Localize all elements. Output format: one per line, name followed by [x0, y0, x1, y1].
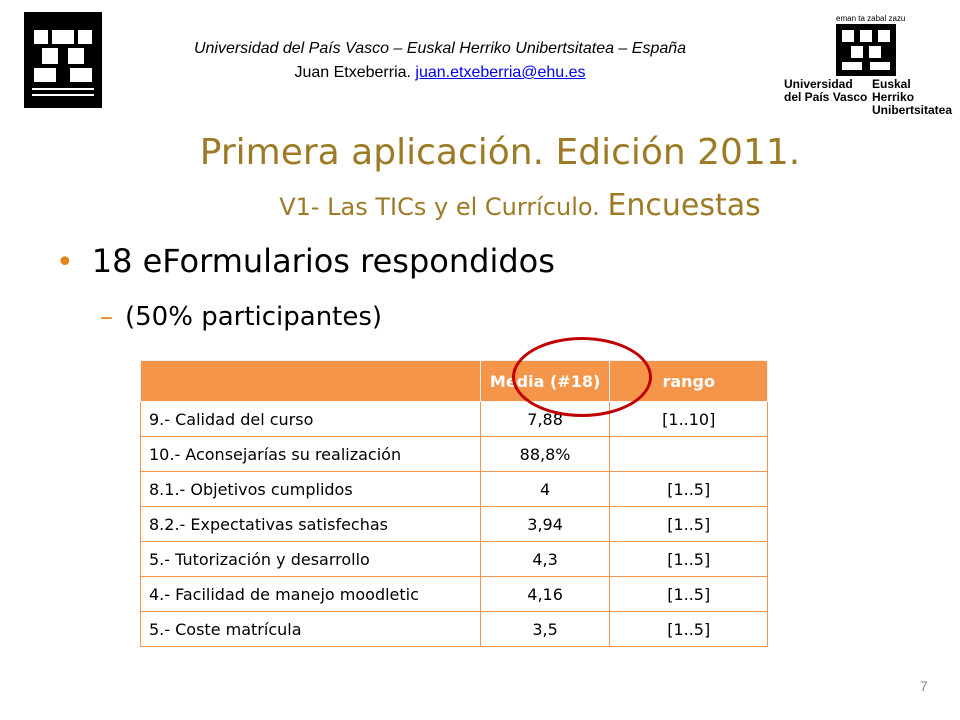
table-cell-range: [1..10]	[609, 401, 768, 437]
table-header-item	[140, 360, 481, 402]
slide-subtitle-emphasis: Encuestas	[607, 188, 761, 223]
bullet-level1: • 18 eFormularios respondidos	[56, 242, 555, 280]
upv-ehu-logo-right: eman ta zabal zazu Universidad del País …	[780, 14, 952, 117]
slide-subtitle-main: V1- Las TICs y el Currículo.	[279, 193, 608, 221]
logo-name-eu: Euskal Herriko Unibertsitatea	[872, 78, 952, 117]
table-row: 8.1.- Objetivos cumplidos 4 [1..5]	[140, 471, 768, 507]
bullet-dash-icon: –	[100, 302, 113, 332]
table-header-row: Media (#18) rango	[140, 360, 768, 402]
table-row: 10.- Aconsejarías su realización 88,8%	[140, 436, 768, 472]
table-row: 5.- Tutorización y desarrollo 4,3 [1..5]	[140, 541, 768, 577]
page-number: 7	[920, 678, 928, 694]
table-row: 5.- Coste matrícula 3,5 [1..5]	[140, 611, 768, 647]
table-cell-item: 5.- Coste matrícula	[140, 611, 481, 647]
table-row: 9.- Calidad del curso 7,88 [1..10]	[140, 401, 768, 437]
logo-name-es-line1: Universidad	[784, 77, 853, 91]
table-cell-range: [1..5]	[609, 506, 768, 542]
table-cell-range: [1..5]	[609, 471, 768, 507]
table-cell-mean: 4	[479, 471, 611, 507]
table-cell-mean: 88,8%	[479, 436, 611, 472]
table-cell-range: [1..5]	[609, 541, 768, 577]
table-cell-range: [1..5]	[609, 611, 768, 647]
slide-subtitle: V1- Las TICs y el Currículo. Encuestas	[40, 188, 960, 223]
ehu-emblem-icon	[836, 24, 896, 76]
table-row: 8.2.- Expectativas satisfechas 3,94 [1..…	[140, 506, 768, 542]
header-author-sep: .	[406, 64, 411, 81]
bullet-dot-icon: •	[56, 245, 74, 280]
logo-name-eu-line2: Unibertsitatea	[872, 103, 953, 117]
logo-name-es-line2: del País Vasco	[784, 90, 868, 104]
table-cell-mean: 4,3	[479, 541, 611, 577]
logo-name-es: Universidad del País Vasco	[784, 78, 867, 104]
bullet-level1-text: 18 eFormularios respondidos	[91, 242, 555, 280]
table-row: 4.- Facilidad de manejo moodletic 4,16 […	[140, 576, 768, 612]
upv-ehu-logo-left	[24, 12, 102, 108]
logo-tagline: eman ta zabal zazu	[836, 14, 906, 23]
header-email-link[interactable]: juan.etxeberria@ehu.es	[415, 64, 586, 81]
table-cell-item: 8.2.- Expectativas satisfechas	[140, 506, 481, 542]
header-author: Juan Etxeberria	[294, 64, 407, 81]
bullet-level2-text: (50% participantes)	[125, 302, 383, 332]
table-cell-mean: 4,16	[479, 576, 611, 612]
table-cell-range	[609, 436, 768, 472]
slide-title: Primera aplicación. Edición 2011.	[199, 132, 801, 173]
survey-results-table: Media (#18) rango 9.- Calidad del curso …	[140, 360, 768, 647]
table-cell-item: 8.1.- Objetivos cumplidos	[140, 471, 481, 507]
table-cell-item: 10.- Aconsejarías su realización	[140, 436, 481, 472]
table-cell-item: 4.- Facilidad de manejo moodletic	[140, 576, 481, 612]
table-cell-mean: 3,5	[479, 611, 611, 647]
bullet-level2: – (50% participantes)	[100, 302, 382, 332]
logo-name-eu-line1: Euskal Herriko	[872, 77, 915, 104]
header-institution: Universidad del País Vasco – Euskal Herr…	[193, 40, 687, 57]
header-author-line: Juan Etxeberria. juan.etxeberria@ehu.es	[110, 64, 770, 82]
highlight-circle	[512, 337, 652, 417]
table-cell-item: 5.- Tutorización y desarrollo	[140, 541, 481, 577]
table-cell-mean: 3,94	[479, 506, 611, 542]
table-cell-item: 9.- Calidad del curso	[140, 401, 481, 437]
table-cell-range: [1..5]	[609, 576, 768, 612]
